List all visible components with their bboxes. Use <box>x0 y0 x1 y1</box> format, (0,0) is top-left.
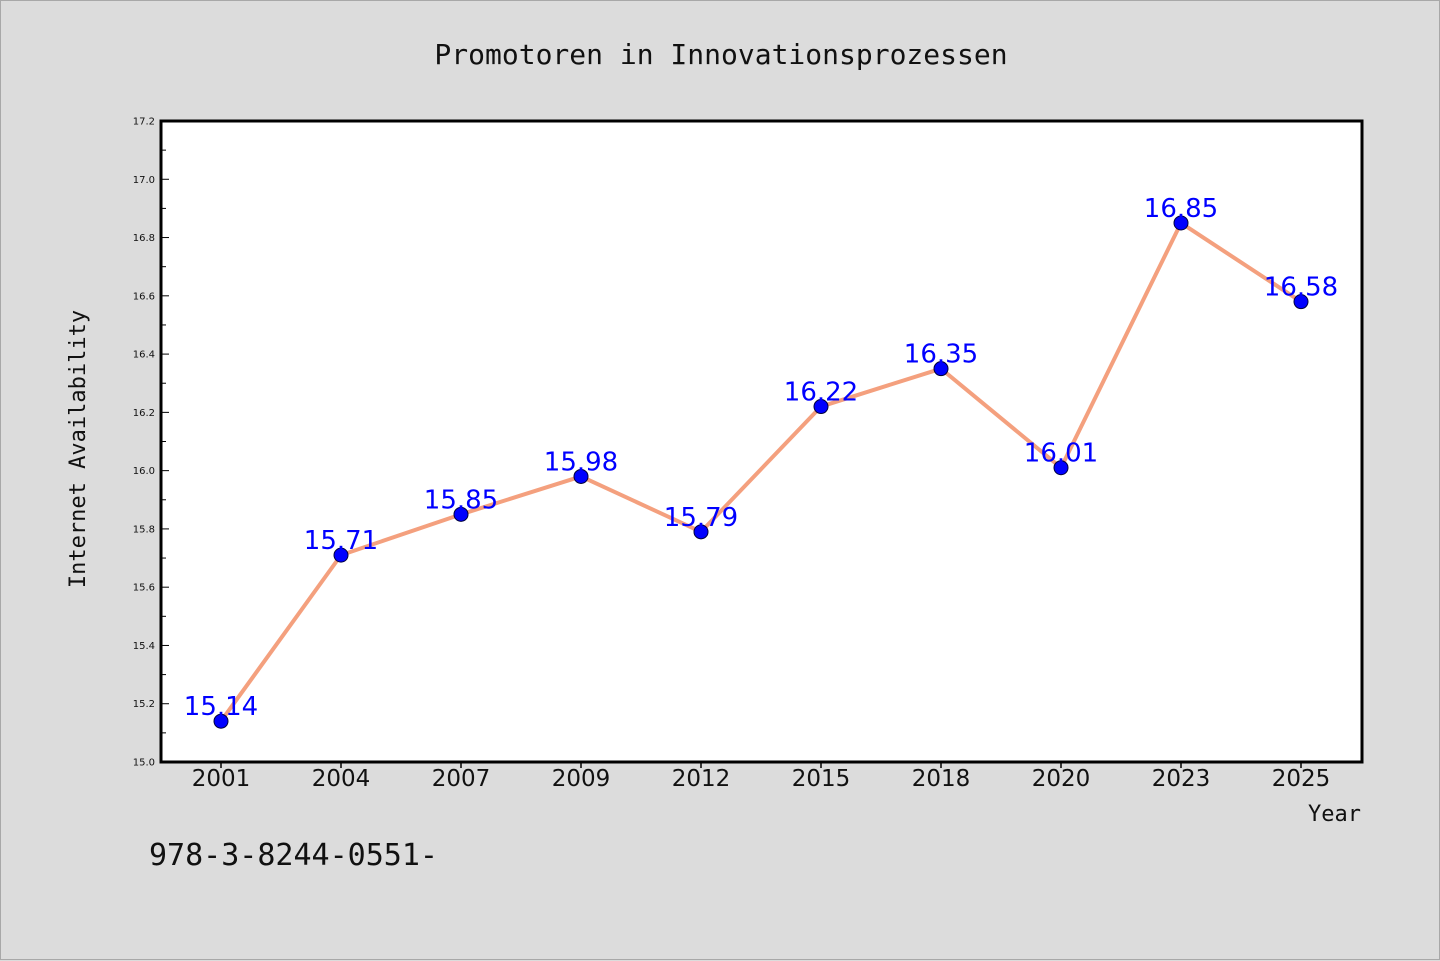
y-tick-label: 16.2 <box>133 408 155 419</box>
plot-frame <box>159 119 1364 764</box>
y-tick-label: 17.0 <box>133 175 155 186</box>
y-tick-label: 15.4 <box>133 641 155 652</box>
data-value-label: 16.58 <box>1264 273 1338 303</box>
y-tick-label: 15.0 <box>133 758 155 769</box>
x-tick-label: 2023 <box>1152 766 1211 792</box>
x-tick-label: 2012 <box>672 766 731 792</box>
data-point-marker <box>573 468 589 484</box>
y-tick-label: 16.8 <box>133 233 155 244</box>
footer-isbn-text: 978-3-8244-0551- <box>149 838 438 873</box>
data-value-label: 16.35 <box>904 340 978 370</box>
y-tick-label: 15.8 <box>133 524 155 535</box>
data-value-label: 16.22 <box>784 378 858 408</box>
data-point-marker <box>933 361 949 377</box>
chart-title: Promotoren in Innovationsprozessen <box>434 38 1007 71</box>
data-value-label: 15.14 <box>184 692 258 722</box>
data-points <box>213 215 1309 729</box>
data-value-label: 15.85 <box>424 485 498 515</box>
data-value-label: 16.01 <box>1024 439 1098 469</box>
data-point-marker <box>213 713 229 729</box>
x-tick-label: 2001 <box>192 766 251 792</box>
data-value-label: 16.85 <box>1144 194 1218 224</box>
y-tick-label: 15.6 <box>133 583 155 594</box>
y-axis-label: Internet Availability <box>66 310 91 588</box>
data-labels: 15.14 15.71 15.85 15.98 15.79 16.22 16.35 16.01… <box>184 194 1338 722</box>
data-point-marker <box>1053 460 1069 476</box>
series-line <box>219 220 1303 723</box>
x-tick-label: 2015 <box>792 766 851 792</box>
data-point-marker <box>693 524 709 540</box>
data-point-marker <box>813 399 829 415</box>
data-value-label: 15.79 <box>664 503 738 533</box>
data-point-marker <box>333 547 349 563</box>
x-tick-label: 2004 <box>312 766 371 792</box>
x-tick-label: 2020 <box>1032 766 1091 792</box>
data-series <box>219 220 1303 723</box>
y-tick-label: 17.2 <box>133 117 155 128</box>
y-tick-label: 16.6 <box>133 291 155 302</box>
data-point-marker <box>1293 294 1309 310</box>
x-axis-label: Year <box>1308 802 1361 827</box>
x-tick-label: 2007 <box>432 766 491 792</box>
x-tick-label: 2018 <box>912 766 971 792</box>
x-tick-label: 2025 <box>1272 766 1331 792</box>
data-point-marker <box>1173 215 1189 231</box>
x-tick-label: 2009 <box>552 766 611 792</box>
y-tick-label: 16.4 <box>133 350 155 361</box>
data-value-label: 15.98 <box>544 447 618 477</box>
x-axis-ticks: 2001 2004 2007 2009 2012 2015 2018 2020 2023 2025 <box>192 762 1331 792</box>
plot-area <box>161 121 1362 762</box>
y-tick-label: 16.0 <box>133 466 155 477</box>
data-point-marker <box>453 506 469 522</box>
y-tick-label: 15.2 <box>133 699 155 710</box>
data-value-label: 15.71 <box>304 526 378 556</box>
